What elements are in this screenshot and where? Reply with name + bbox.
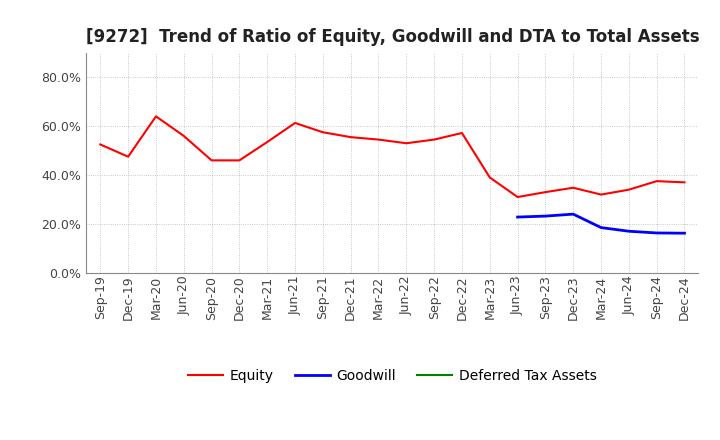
Equity xyxy=(263,139,271,145)
Equity xyxy=(235,158,243,163)
Equity xyxy=(207,158,216,163)
Line: Goodwill: Goodwill xyxy=(518,214,685,233)
Title: [9272]  Trend of Ratio of Equity, Goodwill and DTA to Total Assets: [9272] Trend of Ratio of Equity, Goodwil… xyxy=(86,28,699,46)
Goodwill xyxy=(680,231,689,236)
Equity xyxy=(346,135,355,140)
Equity xyxy=(318,130,327,135)
Equity xyxy=(652,179,661,184)
Equity xyxy=(569,185,577,191)
Equity xyxy=(680,180,689,185)
Goodwill xyxy=(513,214,522,220)
Equity xyxy=(541,190,550,195)
Legend: Equity, Goodwill, Deferred Tax Assets: Equity, Goodwill, Deferred Tax Assets xyxy=(183,363,602,389)
Goodwill xyxy=(569,212,577,217)
Equity xyxy=(374,137,383,142)
Goodwill xyxy=(624,229,633,234)
Equity xyxy=(291,120,300,125)
Equity xyxy=(179,133,188,139)
Equity xyxy=(124,154,132,159)
Equity xyxy=(624,187,633,192)
Line: Equity: Equity xyxy=(100,116,685,197)
Equity xyxy=(96,142,104,147)
Equity xyxy=(458,130,467,136)
Goodwill xyxy=(541,213,550,219)
Equity xyxy=(597,192,606,197)
Equity xyxy=(402,141,410,146)
Equity xyxy=(430,137,438,142)
Equity xyxy=(152,114,161,119)
Equity xyxy=(485,175,494,180)
Goodwill xyxy=(597,225,606,230)
Equity xyxy=(513,194,522,200)
Goodwill xyxy=(652,230,661,235)
